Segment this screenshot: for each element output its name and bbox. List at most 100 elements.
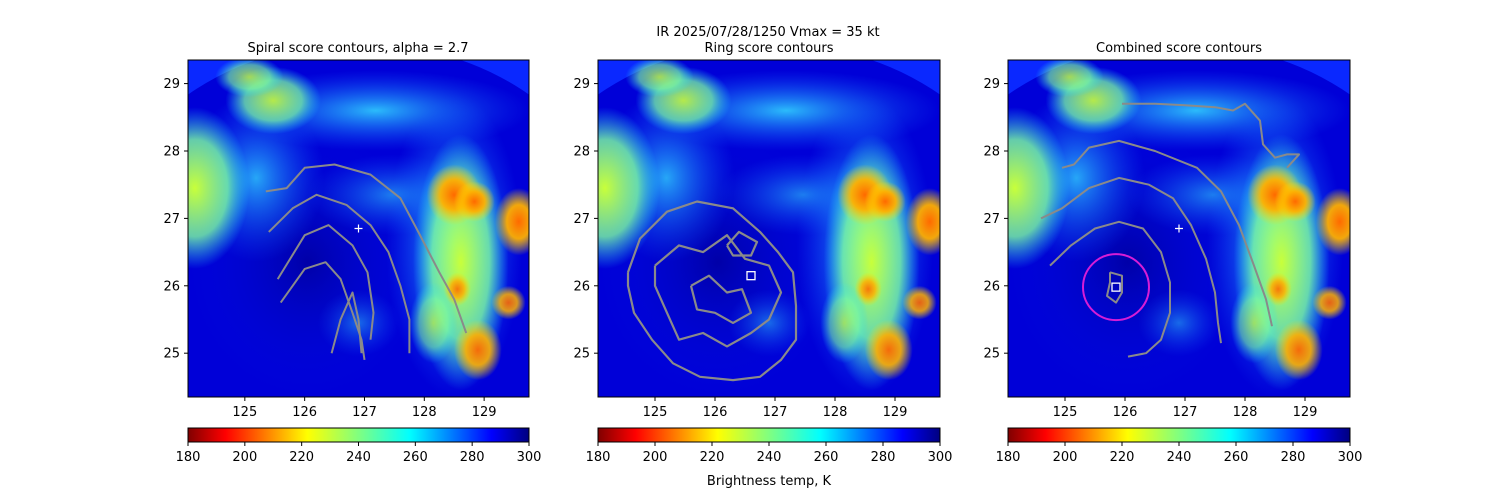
- ir-cloud-feature: [1274, 181, 1316, 222]
- y-tick-label: 27: [163, 212, 180, 227]
- x-tick-label: 128: [823, 405, 848, 420]
- ir-image: [188, 60, 529, 397]
- ir-image: [598, 60, 940, 397]
- y-tick-label: 27: [983, 212, 1000, 227]
- colorbar-tick-label: 300: [517, 450, 542, 465]
- y-tick-label: 29: [983, 77, 1000, 92]
- x-tick-label: 126: [292, 405, 317, 420]
- score-contour: [1061, 139, 1273, 327]
- ir-cloud-feature: [625, 60, 694, 98]
- y-tick-label: 25: [573, 347, 590, 362]
- colorbar-tick-label: 180: [996, 450, 1021, 465]
- ir-cloud-feature: [1274, 319, 1323, 381]
- x-tick-label: 129: [472, 405, 497, 420]
- colorbar-tick-label: 180: [176, 450, 201, 465]
- x-tick-label: 126: [703, 405, 728, 420]
- colorbar-tick-label: 220: [1110, 450, 1135, 465]
- colorbar-gradient: [597, 427, 941, 443]
- colorbar-tick-label: 180: [586, 450, 611, 465]
- ir-cloud-feature: [902, 285, 937, 320]
- y-tick-label: 26: [163, 279, 180, 294]
- ir-cloud-feature: [188, 107, 250, 269]
- colorbar-tick-label: 200: [232, 450, 257, 465]
- score-contour: [1049, 220, 1171, 358]
- ir-cloud-feature: [1035, 60, 1104, 98]
- colorbar-combined: 180 200 220 240 260 280 300: [996, 427, 1363, 465]
- x-tick-label: 129: [1293, 405, 1318, 420]
- ir-cloud-feature: [864, 319, 913, 381]
- score-contour: [276, 224, 375, 340]
- y-tick-label: 27: [573, 212, 590, 227]
- center-square-marker: [1111, 282, 1121, 292]
- colorbar-gradient: [187, 427, 530, 443]
- score-contour: [265, 163, 468, 334]
- y-tick-label: 29: [163, 77, 180, 92]
- x-tick-label: 125: [643, 405, 668, 420]
- colorbar-label: Brightness temp, K: [707, 474, 832, 489]
- ir-cloud-feature: [1008, 107, 1070, 269]
- score-contour: [1122, 102, 1300, 169]
- x-tick-label: 125: [232, 405, 257, 420]
- y-tick-label: 25: [163, 347, 180, 362]
- ir-cloud-feature: [453, 181, 495, 222]
- ir-cloud-feature: [453, 319, 502, 381]
- panel-title: Spiral score contours, alpha = 2.7: [247, 41, 468, 56]
- x-tick-label: 127: [763, 405, 788, 420]
- y-tick-label: 28: [983, 144, 1000, 159]
- y-tick-label: 29: [573, 77, 590, 92]
- ir-cloud-feature: [905, 188, 940, 256]
- score-contour: [1040, 176, 1222, 344]
- score-contour: [279, 261, 366, 361]
- panel-title: Combined score contours: [1096, 41, 1262, 56]
- score-contour: [653, 234, 783, 348]
- score-contour: [1106, 271, 1123, 304]
- x-tick-label: 129: [883, 405, 908, 420]
- center-square-marker: [746, 271, 756, 281]
- colorbar-tick-label: 240: [757, 450, 782, 465]
- colorbar-tick-label: 280: [1281, 450, 1306, 465]
- ir-cloud-feature: [215, 60, 284, 98]
- score-contour: [268, 193, 411, 354]
- best-track-plus-marker: [1175, 224, 1183, 233]
- best-track-plus-marker: [354, 224, 363, 233]
- figure-suptitle: IR 2025/07/28/1250 Vmax = 35 kt: [656, 25, 879, 40]
- score-contour: [330, 291, 363, 354]
- ir-cloud-feature: [598, 107, 660, 269]
- colorbar-tick-label: 300: [1338, 450, 1363, 465]
- ir-cloud-feature: [494, 188, 529, 256]
- colorbar-tick-label: 220: [700, 450, 725, 465]
- center-radius-circle: [1082, 253, 1150, 322]
- colorbar-tick-label: 260: [814, 450, 839, 465]
- x-tick-label: 128: [412, 405, 437, 420]
- colorbar-tick-label: 240: [346, 450, 371, 465]
- panel-title: Ring score contours: [704, 41, 833, 56]
- score-contour: [726, 230, 759, 257]
- y-tick-label: 28: [163, 144, 180, 159]
- y-tick-label: 28: [573, 144, 590, 159]
- y-tick-label: 25: [983, 347, 1000, 362]
- axes-frame: [1007, 59, 1351, 398]
- ir-image: [1008, 60, 1350, 397]
- colorbar-tick-label: 280: [460, 450, 485, 465]
- panel-spiral: Spiral score contours, alpha = 2.7 125 12…: [163, 41, 530, 420]
- colorbar-tick-label: 200: [643, 450, 668, 465]
- colorbar-tick-label: 300: [928, 450, 953, 465]
- ir-cloud-feature: [1312, 285, 1347, 320]
- colorbar-gradient: [1007, 427, 1351, 443]
- ir-cloud-feature: [1137, 289, 1221, 357]
- x-tick-label: 126: [1113, 405, 1138, 420]
- ir-cloud-feature: [820, 282, 869, 364]
- x-tick-label: 128: [1233, 405, 1258, 420]
- score-contour: [626, 200, 798, 382]
- colorbar-ring: 180 200 220 240 260 280 300: [586, 427, 953, 465]
- colorbar-tick-label: 220: [289, 450, 314, 465]
- x-tick-label: 127: [1173, 405, 1198, 420]
- axes-frame: [597, 59, 941, 398]
- y-tick-label: 26: [983, 279, 1000, 294]
- ir-cloud-feature: [491, 285, 526, 320]
- ir-cloud-feature: [409, 282, 458, 364]
- colorbar-spiral: 180 200 220 240 260 280 300: [176, 427, 542, 465]
- colorbar-tick-label: 260: [1224, 450, 1249, 465]
- colorbar-tick-label: 260: [403, 450, 428, 465]
